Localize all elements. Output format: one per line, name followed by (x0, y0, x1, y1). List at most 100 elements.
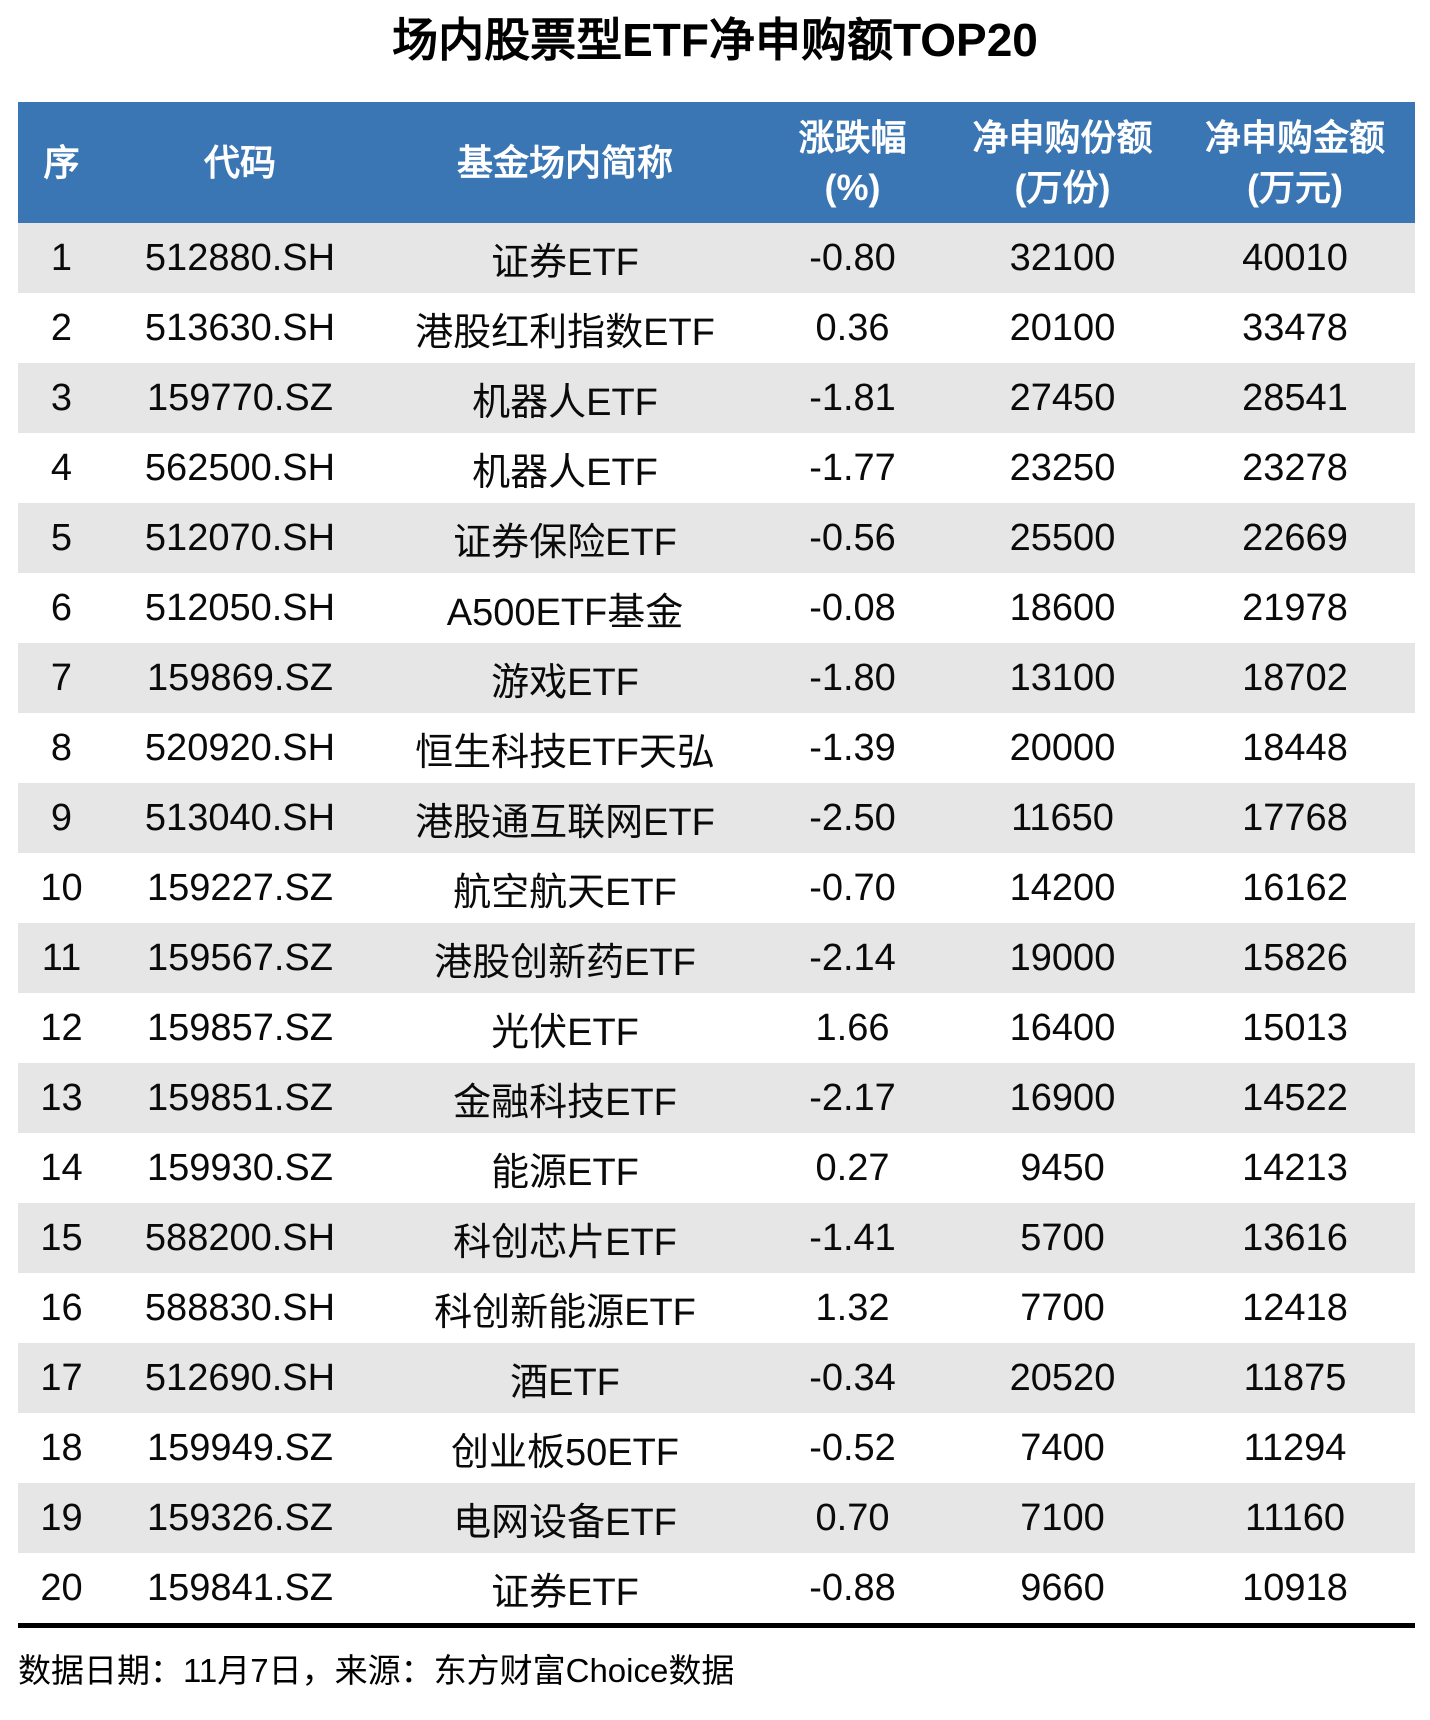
table-row: 17 512690.SH 酒ETF -0.34 20520 11875 (18, 1343, 1415, 1413)
table-cell: -2.17 (809, 1076, 896, 1119)
column-header-3: 基金场内简称 (375, 102, 755, 223)
table-cell: 证券保险ETF (453, 521, 677, 564)
table-row: 18 159949.SZ 创业板50ETF -0.52 7400 11294 (18, 1413, 1415, 1483)
table-cell: 2 (50, 306, 73, 349)
table-cell: 12418 (1242, 1286, 1348, 1329)
table-cell: 1 (50, 236, 73, 279)
table-cell: 159857.SZ (147, 1006, 333, 1049)
table-cell: 20100 (1009, 306, 1116, 349)
table-cell: 28541 (1242, 376, 1348, 419)
column-header-line: (万份) (1014, 166, 1111, 208)
table-cell: 17768 (1242, 796, 1348, 839)
table-cell: 11294 (1243, 1426, 1347, 1469)
column-header-line: 净申购金额 (1204, 116, 1385, 158)
table-cell: 能源ETF (491, 1151, 639, 1194)
column-header-4: 涨跌幅 (%) (755, 102, 950, 223)
table-cell: 22669 (1242, 516, 1348, 559)
table-row: 20 159841.SZ 证券ETF -0.88 9660 10918 (18, 1553, 1415, 1623)
column-header-line: 涨跌幅 (798, 116, 907, 158)
table-cell: 18600 (1009, 586, 1116, 629)
table-cell: 159851.SZ (147, 1076, 333, 1119)
table-cell: 512050.SH (144, 586, 336, 629)
table-row: 4 562500.SH 机器人ETF -1.77 23250 23278 (18, 433, 1415, 503)
table-cell: 5 (50, 516, 73, 559)
table-header-row: 序 代码 基金场内简称 涨跌幅 (%) 净申购份额 (万份) 净申购金额 (万元) (18, 102, 1415, 223)
table-body: 1 512880.SH 证券ETF -0.80 32100 40010 2 513630.SH… (18, 223, 1415, 1623)
table-cell: 7400 (1020, 1426, 1105, 1469)
table-cell: 7100 (1020, 1496, 1105, 1539)
table-cell: 航空航天ETF (453, 871, 677, 914)
footer-divider (18, 1623, 1415, 1628)
table-cell: 港股创新药ETF (434, 941, 696, 984)
table-row: 3 159770.SZ 机器人ETF -1.81 27450 28541 (18, 363, 1415, 433)
table-cell: 6 (50, 586, 73, 629)
table-cell: 15826 (1242, 936, 1348, 979)
column-header-line: (万元) (1247, 166, 1343, 208)
table-cell: 港股红利指数ETF (415, 311, 715, 354)
page-title: 场内股票型ETF净申购额TOP20 (392, 14, 1038, 66)
table-cell: 0.70 (815, 1496, 890, 1539)
table-cell: 16 (40, 1286, 83, 1329)
table-cell: 14522 (1242, 1076, 1348, 1119)
table-cell: 科创芯片ETF (453, 1221, 677, 1264)
table-cell: -1.81 (809, 376, 896, 419)
table-cell: 159227.SZ (147, 866, 333, 909)
table-cell: 520920.SH (144, 726, 336, 769)
table-cell: 33478 (1242, 306, 1348, 349)
table-cell: 酒ETF (510, 1361, 620, 1404)
table-cell: -0.88 (809, 1566, 896, 1609)
column-header-line: 序 (43, 141, 80, 183)
table-cell: -0.56 (809, 516, 896, 559)
table-cell: A500ETF基金 (446, 591, 684, 634)
table-cell: 11 (41, 936, 82, 979)
table-cell: 1.32 (815, 1286, 890, 1329)
table-cell: 159567.SZ (147, 936, 333, 979)
table-cell: 11650 (1011, 796, 1114, 839)
table-cell: 12 (40, 1006, 83, 1049)
table-cell: 港股通互联网ETF (415, 801, 715, 844)
table-row: 19 159326.SZ 电网设备ETF 0.70 7100 11160 (18, 1483, 1415, 1553)
table-cell: -0.80 (809, 236, 896, 279)
table-cell: 588830.SH (144, 1286, 336, 1329)
table-row: 16 588830.SH 科创新能源ETF 1.32 7700 12418 (18, 1273, 1415, 1343)
table-cell: 19000 (1009, 936, 1116, 979)
table-cell: 13616 (1242, 1216, 1348, 1259)
table-row: 6 512050.SH A500ETF基金 -0.08 18600 21978 (18, 573, 1415, 643)
table-cell: -1.39 (809, 726, 896, 769)
table-row: 1 512880.SH 证券ETF -0.80 32100 40010 (18, 223, 1415, 293)
table-row: 15 588200.SH 科创芯片ETF -1.41 5700 13616 (18, 1203, 1415, 1273)
column-header-2: 代码 (105, 102, 375, 223)
table-cell: 513630.SH (144, 306, 336, 349)
column-header-1: 序 (18, 102, 105, 223)
column-header-line: 净申购份额 (972, 116, 1153, 158)
column-header-line: 基金场内简称 (456, 141, 673, 183)
table-cell: 金融科技ETF (453, 1081, 677, 1124)
table-cell: 16900 (1009, 1076, 1116, 1119)
table-cell: 13100 (1009, 656, 1116, 699)
table-cell: 4 (50, 446, 73, 489)
table-cell: 电网设备ETF (453, 1501, 677, 1544)
table-cell: 14 (40, 1146, 83, 1189)
table-cell: 40010 (1242, 236, 1348, 279)
table-row: 2 513630.SH 港股红利指数ETF 0.36 20100 33478 (18, 293, 1415, 363)
table-cell: 27450 (1009, 376, 1116, 419)
table-cell: 20000 (1009, 726, 1116, 769)
table-cell: 机器人ETF (472, 381, 658, 424)
table-row: 9 513040.SH 港股通互联网ETF -2.50 11650 17768 (18, 783, 1415, 853)
etf-net-subscription-table: 序代码 基金场内简称 涨跌幅 (%) 净申购份额 (万份) 净申购金额 (万元) 1 51288… (18, 102, 1415, 1623)
table-cell: 创业板50ETF (450, 1431, 680, 1474)
table-row: 11 159567.SZ 港股创新药ETF -2.14 19000 15826 (18, 923, 1415, 993)
table-cell: 20520 (1009, 1356, 1116, 1399)
table-row: 10 159227.SZ 航空航天ETF -0.70 14200 16162 (18, 853, 1415, 923)
table-cell: -1.77 (809, 446, 896, 489)
table-cell: 19 (40, 1496, 83, 1539)
table-cell: 7700 (1020, 1286, 1105, 1329)
table-cell: 17 (40, 1356, 83, 1399)
table-row: 5 512070.SH 证券保险ETF -0.56 25500 22669 (18, 503, 1415, 573)
table-cell: 5700 (1020, 1216, 1105, 1259)
table-cell: 23278 (1242, 446, 1348, 489)
table-cell: 0.27 (815, 1146, 890, 1189)
table-cell: 18702 (1242, 656, 1348, 699)
table-cell: 13 (40, 1076, 83, 1119)
column-header-line: (%) (824, 166, 881, 208)
